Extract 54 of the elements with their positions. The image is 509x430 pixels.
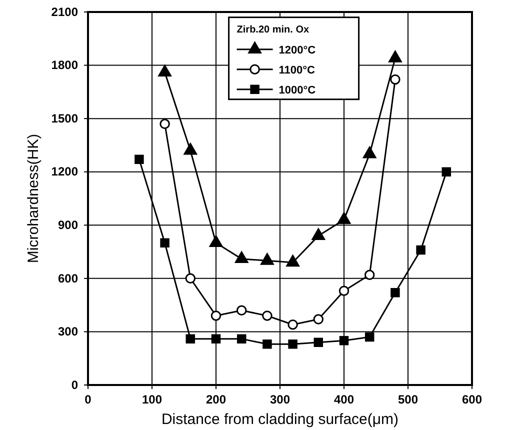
point <box>236 334 246 344</box>
point <box>312 228 326 240</box>
point <box>160 118 170 130</box>
point <box>364 270 375 280</box>
point <box>262 340 272 349</box>
y-tick-label: 600 <box>58 271 78 286</box>
y-tick-label: 2100 <box>51 4 78 19</box>
x-tick-label: 400 <box>334 392 354 407</box>
point <box>234 251 248 264</box>
x-axis-title: Distance from cladding surface(μm) <box>161 411 399 428</box>
legend-title: Zirb.20 min. Ox <box>236 24 310 36</box>
point <box>339 336 349 346</box>
point <box>288 320 298 330</box>
legend-label: 1100°C <box>278 64 316 76</box>
y-tick-label: 1200 <box>51 164 78 179</box>
point <box>362 146 376 158</box>
point <box>134 154 144 164</box>
point <box>288 340 298 349</box>
point <box>442 167 452 176</box>
x-tick-label: 100 <box>142 392 162 407</box>
point <box>260 253 274 265</box>
y-tick-label: 900 <box>58 218 78 232</box>
y-tick-label: 1500 <box>51 111 78 126</box>
point <box>416 245 426 255</box>
legend-label: 1000°C <box>278 84 316 96</box>
point <box>262 310 272 321</box>
point <box>211 334 221 344</box>
point <box>337 212 351 224</box>
point <box>314 338 324 347</box>
point <box>388 50 402 62</box>
x-tick-label: 600 <box>462 392 482 407</box>
y-tick-label: 0 <box>71 378 78 392</box>
point <box>236 305 247 316</box>
x-tick-label: 0 <box>84 392 92 407</box>
legend-label: 1200°C <box>278 44 316 56</box>
y-tick-label: 1800 <box>51 58 78 72</box>
point <box>184 142 198 155</box>
y-tick-label: 300 <box>58 324 78 339</box>
point <box>390 74 400 85</box>
x-tick-label: 500 <box>398 392 418 407</box>
point <box>390 288 400 298</box>
y-axis-title: Microhardness(HK) <box>25 134 42 264</box>
point <box>286 254 300 267</box>
point <box>338 286 350 296</box>
point <box>158 64 172 77</box>
x-tick-label: 300 <box>270 392 290 407</box>
point <box>364 332 374 342</box>
point <box>160 238 170 248</box>
x-tick-label: 200 <box>206 392 226 407</box>
point <box>210 310 222 321</box>
point <box>313 314 324 324</box>
point <box>209 235 223 248</box>
point <box>186 334 196 344</box>
point <box>185 273 196 284</box>
